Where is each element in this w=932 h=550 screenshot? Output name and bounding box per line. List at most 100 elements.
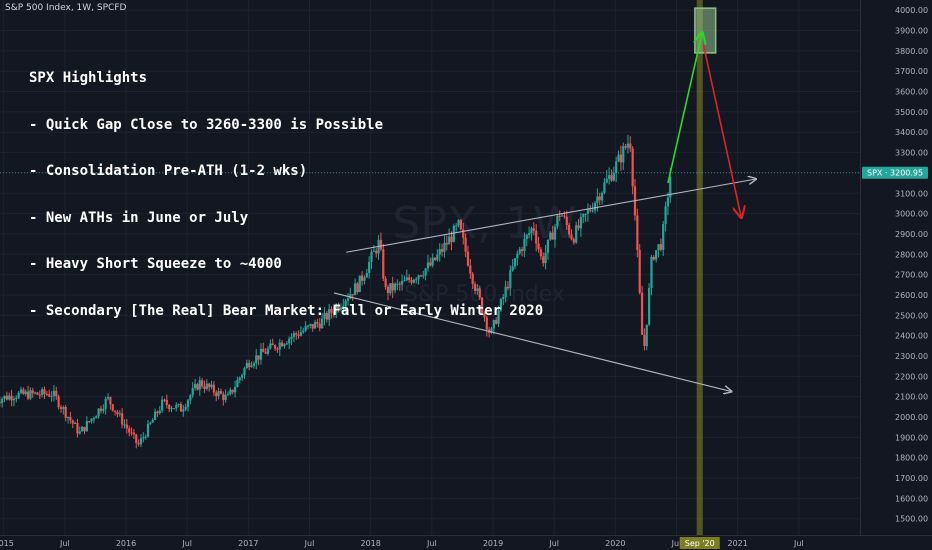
candle: [553, 224, 557, 248]
candle-body: [666, 197, 670, 207]
candle-body: [163, 399, 166, 401]
candle: [182, 404, 185, 417]
candle-body: [452, 225, 455, 242]
candle: [83, 426, 86, 435]
candle-body: [662, 224, 665, 250]
time-axis: 2015 Jul 2016 Jul 2017 Jul 2018 Jul 2019 Jul 2020 J…: [0, 535, 932, 550]
candle: [132, 429, 136, 439]
candle-body: [652, 256, 655, 260]
candle: [415, 277, 418, 284]
candle-body: [558, 215, 561, 217]
candle-body: [542, 256, 545, 264]
candle: [586, 203, 590, 222]
bull-projection-arrow: [667, 33, 702, 184]
candle: [572, 237, 575, 245]
candle: [520, 246, 524, 257]
annotation-line: - Secondary [The Real] Bear Market: Fall…: [29, 302, 544, 319]
candle-body: [144, 436, 147, 438]
candle: [610, 169, 613, 182]
candle: [405, 269, 408, 282]
watermark-ticker: SPX, 1W: [392, 198, 576, 249]
candle-body: [248, 362, 251, 368]
candle-body: [118, 413, 121, 415]
candle: [273, 344, 277, 351]
candle: [337, 302, 340, 313]
candle: [462, 222, 465, 245]
candle-body: [648, 288, 651, 325]
candle-body: [156, 411, 159, 414]
candle-body: [335, 305, 338, 314]
candle: [391, 276, 394, 299]
candle-body: [255, 355, 258, 364]
candle: [662, 220, 665, 256]
candle-body: [325, 313, 328, 320]
candle-body: [123, 424, 126, 426]
candle-body: [95, 416, 98, 419]
candle: [269, 339, 272, 350]
candle-body: [0, 401, 1, 403]
candle-body: [490, 328, 493, 333]
candle-body: [363, 277, 366, 281]
date-highlight-label: Sep '20: [685, 539, 715, 548]
candle-body: [624, 146, 627, 148]
candle-body: [252, 363, 255, 366]
candle-body: [638, 249, 641, 293]
time-tick-label: 2019: [483, 539, 503, 548]
candle: [8, 392, 11, 401]
candle: [290, 333, 293, 345]
candle-body: [513, 258, 517, 267]
candle-body: [196, 384, 199, 390]
candle: [137, 439, 140, 447]
candle: [175, 402, 178, 412]
candle-body: [229, 389, 232, 395]
candle: [532, 222, 535, 236]
candle: [516, 250, 519, 266]
candle-body: [15, 397, 18, 400]
candle: [410, 277, 413, 285]
candle: [125, 418, 128, 434]
upper-trendline: [346, 179, 756, 253]
candle: [433, 257, 437, 262]
candle-body: [389, 283, 392, 294]
candle: [153, 408, 157, 421]
candle-body: [398, 283, 401, 285]
candle: [50, 391, 53, 402]
candle: [483, 311, 486, 322]
candle: [316, 318, 319, 328]
candle: [582, 213, 585, 224]
candle-body: [471, 273, 474, 284]
candle-body: [655, 250, 658, 260]
candle: [464, 233, 467, 258]
candle: [600, 191, 604, 205]
candle-body: [29, 390, 32, 399]
candle: [455, 222, 458, 232]
candle-body: [617, 154, 620, 162]
candle: [19, 386, 23, 395]
candle-body: [431, 257, 434, 266]
candle: [393, 282, 397, 294]
candle-body: [384, 278, 387, 287]
candle: [530, 226, 533, 241]
candle-body: [372, 250, 375, 252]
candle: [603, 177, 606, 195]
candle: [426, 254, 430, 272]
candle: [466, 245, 470, 267]
candle: [544, 244, 547, 270]
candle: [424, 267, 427, 281]
candle-body: [313, 322, 317, 329]
candle-body: [22, 389, 25, 394]
candle-body: [544, 252, 547, 264]
candle-body: [415, 279, 418, 281]
candle: [412, 278, 415, 284]
annotation-title: SPX Highlights: [29, 70, 148, 86]
candle: [10, 389, 13, 407]
candle-body: [530, 228, 533, 234]
candle-body: [459, 220, 463, 230]
candle-body: [408, 277, 411, 280]
candle: [551, 225, 554, 240]
candle: [537, 236, 540, 253]
symbol-title[interactable]: S&P 500 Index, 1W, SPCFD: [5, 3, 127, 13]
candle-body: [565, 216, 568, 225]
candle: [241, 373, 244, 381]
